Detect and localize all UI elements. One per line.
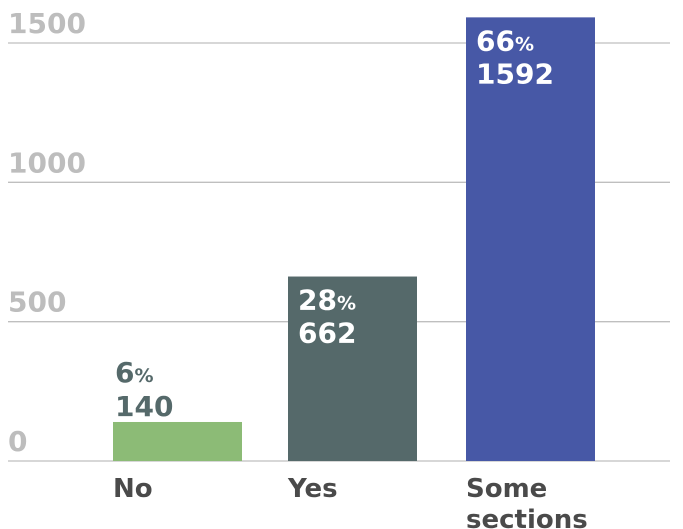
bar (466, 17, 595, 461)
category-label: Yes (287, 474, 338, 504)
category-label: Some sections (466, 474, 588, 529)
y-tick-label: 500 (8, 286, 66, 319)
y-tick-label: 1000 (8, 146, 86, 179)
y-tick-label: 0 (8, 425, 27, 458)
percent-label: 6% (115, 356, 154, 389)
value-label: 662 (298, 317, 356, 350)
value-label: 1592 (476, 57, 554, 90)
percent-label: 28% (298, 284, 356, 317)
y-tick-label: 1500 (8, 7, 86, 40)
percent-label: 66% (476, 24, 534, 57)
bar (288, 276, 417, 461)
bar (113, 421, 242, 461)
category-label: No (113, 474, 153, 504)
value-label: 140 (115, 390, 173, 423)
